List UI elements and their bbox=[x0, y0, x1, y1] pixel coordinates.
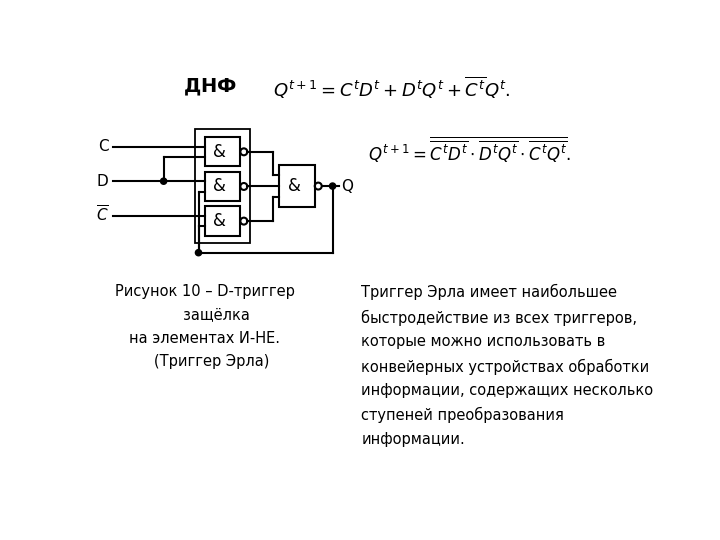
Bar bbox=[204, 137, 240, 166]
Text: C: C bbox=[98, 139, 109, 154]
Text: D: D bbox=[97, 174, 109, 188]
Text: &: & bbox=[287, 177, 300, 195]
Text: $\overline{C}$: $\overline{C}$ bbox=[96, 205, 109, 225]
Text: Q: Q bbox=[341, 179, 353, 193]
Text: &: & bbox=[213, 212, 226, 230]
Text: Рисунок 10 – D-триггер
     защёлка
на элементах И-НЕ.
   (Триггер Эрла): Рисунок 10 – D-триггер защёлка на элемен… bbox=[114, 284, 294, 369]
Circle shape bbox=[195, 249, 202, 256]
Bar bbox=[195, 130, 250, 244]
Text: $\mathbf{ДНФ}$: $\mathbf{ДНФ}$ bbox=[183, 77, 237, 98]
Text: $Q^{t+1} = \overline{\overline{C^{t}D^{t}} \cdot \overline{D^{t}Q^{t}} \cdot \ov: $Q^{t+1} = \overline{\overline{C^{t}D^{t… bbox=[368, 134, 572, 165]
Bar bbox=[204, 172, 240, 201]
Bar bbox=[204, 206, 240, 236]
Text: Триггер Эрла имеет наибольшее
быстродействие из всех триггеров,
которые можно ис: Триггер Эрла имеет наибольшее быстродейс… bbox=[361, 284, 653, 447]
Text: &: & bbox=[213, 178, 226, 195]
Bar bbox=[279, 165, 315, 207]
Circle shape bbox=[161, 178, 167, 184]
Text: $Q^{t+1} = C^{t}D^{t} + D^{t}Q^{t} + \overline{C^{t}}Q^{t}.$: $Q^{t+1} = C^{t}D^{t} + D^{t}Q^{t} + \ov… bbox=[274, 75, 511, 101]
Circle shape bbox=[330, 183, 336, 189]
Text: &: & bbox=[213, 143, 226, 161]
